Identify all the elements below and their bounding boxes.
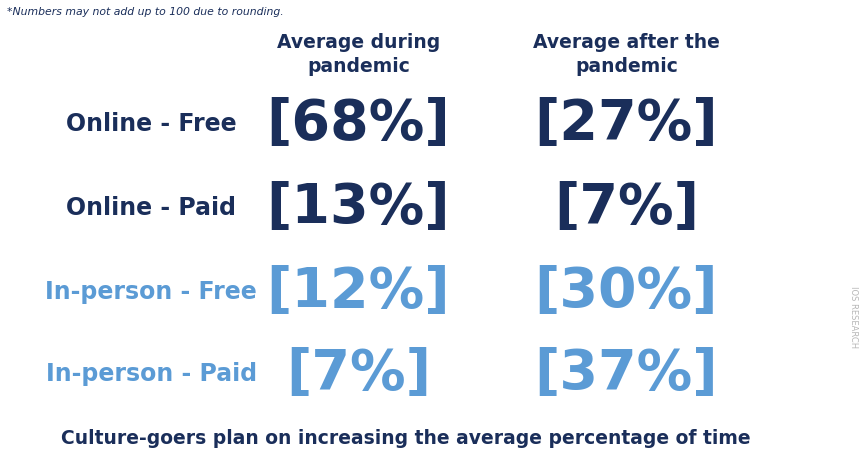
Text: IOS RESEARCH: IOS RESEARCH — [849, 286, 858, 349]
Text: *Numbers may not add up to 100 due to rounding.: *Numbers may not add up to 100 due to ro… — [7, 7, 283, 17]
Text: Average after the
pandemic: Average after the pandemic — [533, 33, 720, 76]
Text: Culture-goers plan on increasing the average percentage of time: Culture-goers plan on increasing the ave… — [61, 429, 751, 448]
Text: In-person - Free: In-person - Free — [45, 280, 257, 304]
Text: [7%]: [7%] — [286, 347, 431, 401]
Text: [27%]: [27%] — [535, 97, 718, 151]
Text: [13%]: [13%] — [267, 181, 450, 235]
Text: Average during
pandemic: Average during pandemic — [277, 33, 440, 76]
Text: [68%]: [68%] — [267, 97, 450, 151]
Text: [12%]: [12%] — [267, 265, 450, 319]
Text: [37%]: [37%] — [535, 347, 718, 401]
Text: [7%]: [7%] — [554, 181, 699, 235]
Text: Online - Free: Online - Free — [66, 112, 237, 136]
Text: Online - Paid: Online - Paid — [67, 196, 236, 220]
Text: In-person - Paid: In-person - Paid — [46, 361, 257, 386]
Text: [30%]: [30%] — [535, 265, 718, 319]
